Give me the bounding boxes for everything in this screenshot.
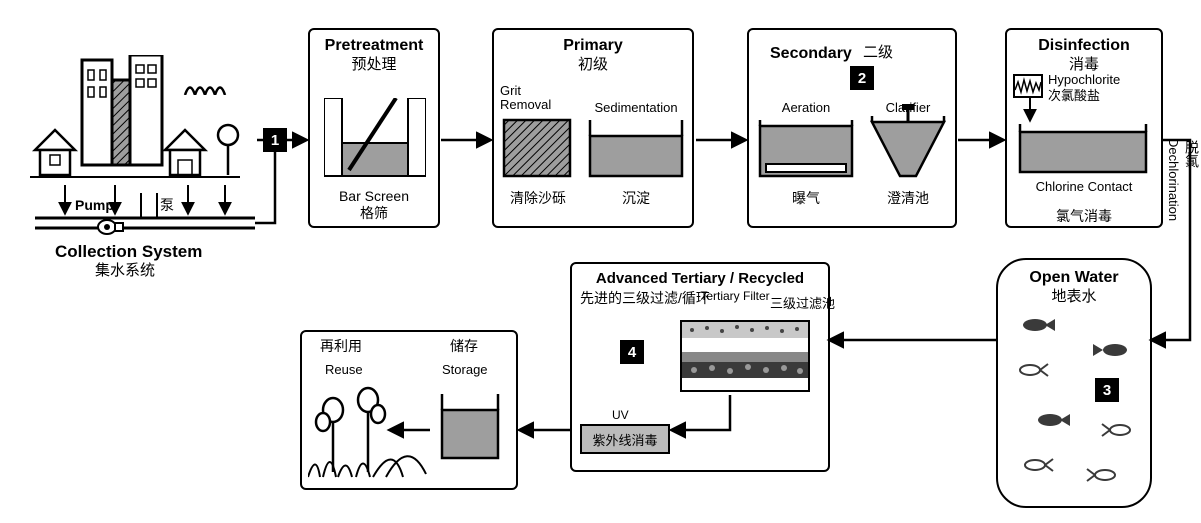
clar-en: Clarifier [866,100,950,116]
tertiary-filter-icon [680,320,810,392]
grit-zh: 清除沙砾 [498,190,578,207]
uv-box: 紫外线消毒 [580,424,670,454]
openwater-title-en: Open Water [996,268,1152,287]
dechlor-zh: 脱氯 [1182,140,1201,168]
aeration-tank [758,118,854,178]
pump-box-divider [140,193,158,219]
aer-en: Aeration [756,100,856,116]
pretreatment-title-zh: 预处理 [308,56,440,74]
chlorine-tank [1018,122,1148,174]
secondary-title-zh: 二级 [863,44,893,62]
storage-tank [440,390,500,460]
pump-label-zh: 泵 [160,197,174,214]
sed-en: Sedimentation [586,100,686,116]
tertiary-title-zh: 先进的三级过滤/循环 [580,290,710,307]
collection-title-en: Collection System [55,242,202,262]
disinfection-title-en: Disinfection [1005,36,1163,55]
collection-system-icon [30,55,240,190]
uv-en: UV [612,408,629,422]
collection-title-zh: 集水系统 [95,262,155,280]
grit-en: Grit Removal [500,84,572,113]
storage-en: Storage [442,362,488,378]
sedimentation-tank [588,118,684,178]
bar-screen-icon [324,98,426,178]
tertiary-title-en: Advanced Tertiary / Recycled [570,270,830,288]
reuse-en: Reuse [325,362,363,378]
pretreatment-title-en: Pretreatment [308,36,440,55]
contact-zh: 氯气消毒 [1005,208,1163,225]
storage-zh: 储存 [450,338,478,355]
hypochlorite-icon [1013,74,1043,98]
dechlor-en: Dechlorination [1166,138,1181,221]
grit-removal-tank [502,118,572,178]
uv-zh: 紫外线消毒 [592,430,657,449]
bar-screen-zh: 格筛 [308,205,440,222]
reuse-zh: 再利用 [320,338,362,355]
fish-icons [1000,310,1150,500]
aer-zh: 曝气 [756,190,856,207]
badge-4: 4 [620,340,644,364]
hypo-zh: 次氯酸盐 [1048,88,1100,104]
tert-filter-zh: 三级过滤池 [770,296,835,312]
openwater-title-zh: 地表水 [996,288,1152,306]
reuse-icon [308,382,428,482]
clar-zh: 澄清池 [866,190,950,207]
bar-screen-en: Bar Screen [308,188,440,205]
pump-label-en: Pump [75,197,114,214]
tert-filter-en: Tertiary Filter [700,290,770,303]
badge-2: 2 [850,66,874,90]
primary-title-zh: 初级 [492,56,694,74]
secondary-title-en: Secondary [770,44,852,63]
contact-en: Chlorine Contact [1005,180,1163,194]
hypo-en: Hypochlorite [1048,72,1120,88]
primary-title-en: Primary [492,36,694,55]
sed-zh: 沉淀 [586,190,686,207]
badge-1: 1 [263,128,287,152]
pump-icon [95,218,125,241]
